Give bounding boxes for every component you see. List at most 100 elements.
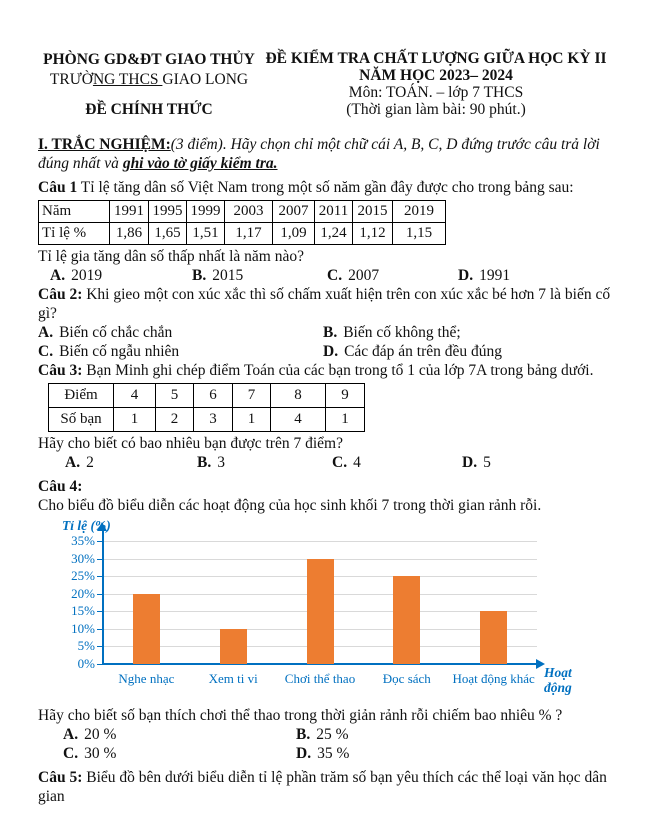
option-text: 2007 <box>348 267 380 284</box>
option-text: Các đáp án trên đều đúng <box>344 343 503 360</box>
question-5-stem: Câu 5: Biểu đồ bên dưới biểu diễn tỉ lệ … <box>38 768 612 806</box>
y-axis-tick <box>97 593 103 595</box>
table-cell: 1999 <box>186 200 225 223</box>
bar-Đọc sách <box>393 576 421 664</box>
question-5-text: Biểu đồ bên dưới biểu diễn tỉ lệ phần tr… <box>38 769 607 805</box>
section-1-intro: I. TRẮC NGHIỆM:(3 điểm). Hãy chọn chỉ mộ… <box>38 135 612 173</box>
table-row: Số bạn 1 2 3 1 4 1 <box>48 407 365 432</box>
option-text: 2015 <box>212 267 244 284</box>
table-cell: 2 <box>155 407 194 432</box>
option-b: B. 3 <box>197 453 332 472</box>
school-name: TRƯỜNG THCS GIAO LONG <box>38 70 260 90</box>
header-left: PHÒNG GD&ĐT GIAO THỦY TRƯỜNG THCS GIAO L… <box>38 50 260 120</box>
y-axis-tick-label: 15% <box>71 603 95 619</box>
option-text: Biến cố ngẫu nhiên <box>59 343 180 360</box>
question-2-stem: Câu 2: Khi gieo một con xúc xắc thì số c… <box>38 285 612 323</box>
bar-Chơi thể thao <box>306 558 334 664</box>
department-name: PHÒNG GD&ĐT GIAO THỦY <box>43 51 255 68</box>
x-axis-line <box>103 663 538 665</box>
option-d: D. 5 <box>462 453 612 472</box>
y-axis-tick <box>97 628 103 630</box>
table-cell: 4 <box>113 383 156 408</box>
table-cell: 6 <box>193 383 233 408</box>
question-3-prompt: Hãy cho biết có bao nhiêu bạn được trên … <box>38 435 343 452</box>
y-axis-tick-label: 35% <box>71 533 95 548</box>
table-cell: 1,17 <box>224 222 273 245</box>
option-letter: D. <box>458 267 474 284</box>
table-cell: 2019 <box>392 200 446 223</box>
question-1-options: A. 2019 B. 2015 C. 2007 D. 1991 <box>38 266 612 285</box>
question-1-label: Câu 1 <box>38 179 78 196</box>
question-2-options-row-1: A. Biến cố chắc chắn B. Biến cố không thể; <box>38 323 612 342</box>
table-cell: 4 <box>270 407 326 432</box>
option-letter: A. <box>65 454 81 471</box>
option-letter: C. <box>63 745 79 762</box>
table-cell: 8 <box>270 383 326 408</box>
option-letter: A. <box>63 726 79 743</box>
option-text: 20 % <box>84 726 117 743</box>
option-letter: D. <box>323 343 339 360</box>
duration-line: (Thời gian làm bài: 90 phút.) <box>346 101 526 118</box>
option-letter: B. <box>296 726 311 743</box>
x-category-label: Đọc sách <box>382 671 431 686</box>
option-a: A. Biến cố chắc chắn <box>38 323 323 342</box>
table-cell: 2011 <box>314 200 353 223</box>
option-letter: C. <box>332 454 348 471</box>
bar-Nghe nhạc <box>132 593 160 664</box>
table-cell: 1 <box>113 407 156 432</box>
option-b: B. Biến cố không thể; <box>323 323 612 342</box>
question-3-stem: Câu 3: Bạn Minh ghi chép điểm Toán của c… <box>38 361 612 380</box>
option-b: B. 2015 <box>192 266 327 285</box>
header: PHÒNG GD&ĐT GIAO THỦY TRƯỜNG THCS GIAO L… <box>38 50 612 120</box>
y-axis-tick-label: 20% <box>71 585 95 601</box>
x-axis-arrow-icon <box>536 659 545 669</box>
question-4-label-text: Câu 4: <box>38 478 83 495</box>
y-axis-tick <box>97 558 103 560</box>
bar-Xem ti vi <box>219 628 247 664</box>
table-cell: 1,12 <box>352 222 393 245</box>
question-1-text: Tỉ lệ tăng dân số Việt Nam trong một số … <box>77 179 574 196</box>
option-c: C. 2007 <box>327 266 458 285</box>
table-cell: 7 <box>232 383 271 408</box>
option-text: 25 % <box>316 726 349 743</box>
table-header-cell: Năm <box>38 200 110 223</box>
y-axis-tick-label: 0% <box>77 656 95 671</box>
y-axis-title: Tỉ lệ (%) <box>62 518 111 533</box>
option-text: 1991 <box>479 267 511 284</box>
x-category-label: Nghe nhạc <box>118 671 175 686</box>
table-header-cell: Tỉ lệ % <box>38 222 110 245</box>
option-text: 2 <box>86 454 94 471</box>
table-row: Tỉ lệ % 1,86 1,65 1,51 1,17 1,09 1,24 1,… <box>38 222 446 245</box>
table-cell: 1,51 <box>186 222 225 245</box>
school-name-pre: TRƯỜ <box>49 71 93 88</box>
y-axis-tick <box>97 541 103 542</box>
table-cell: 1991 <box>109 200 149 223</box>
table-cell: 5 <box>155 383 194 408</box>
y-axis-tick <box>97 646 103 648</box>
option-d: D. 1991 <box>458 266 612 285</box>
option-a: A. 20 % <box>63 725 296 744</box>
question-2-label: Câu 2: <box>38 286 83 303</box>
school-year: NĂM HỌC 2023– 2024 <box>359 67 513 84</box>
x-category-label: Chơi thể thao <box>284 671 356 686</box>
option-b: B. 25 % <box>296 725 612 744</box>
question-4-label: Câu 4: <box>38 477 612 496</box>
y-axis-tick-label: 10% <box>71 620 95 636</box>
table-cell: 1,15 <box>392 222 446 245</box>
table-cell: 2015 <box>352 200 393 223</box>
table-cell: 9 <box>325 383 365 408</box>
option-letter: D. <box>462 454 478 471</box>
table-cell: 3 <box>193 407 233 432</box>
exam-title: ĐỀ KIỂM TRA CHẤT LƯỢNG GIỮA HỌC KỲ II <box>265 50 607 67</box>
section-1-heading: I. TRẮC NGHIỆM: <box>38 136 171 153</box>
y-axis-tick <box>97 611 103 613</box>
option-text: 3 <box>217 454 225 471</box>
table-header-cell: Điểm <box>48 383 114 408</box>
bar-Hoạt động khác <box>480 611 508 664</box>
question-2-text: Khi gieo một con xúc xắc thì số chấm xuấ… <box>38 286 611 322</box>
question-1-stem: Câu 1 Tỉ lệ tăng dân số Việt Nam trong m… <box>38 178 612 197</box>
x-category-label: Xem ti vi <box>208 671 258 686</box>
question-3-label: Câu 3: <box>38 362 83 379</box>
y-axis-tick <box>97 576 103 578</box>
table-cell: 1 <box>325 407 365 432</box>
